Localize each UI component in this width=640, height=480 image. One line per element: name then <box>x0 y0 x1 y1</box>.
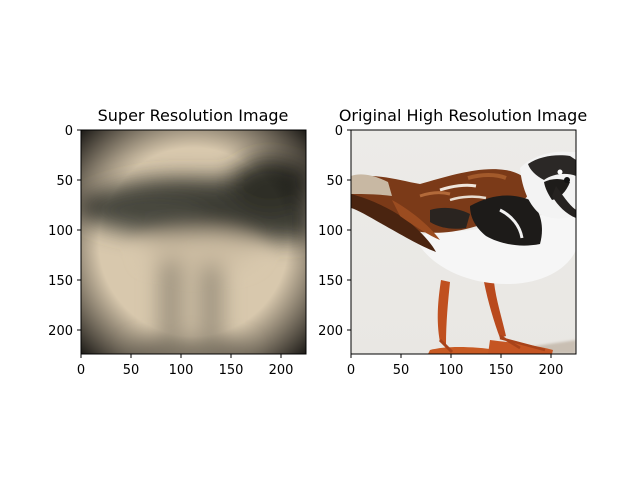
axes-frame <box>80 129 307 355</box>
x-tick-label: 0 <box>77 363 85 378</box>
x-axis: 0 50 100 150 200 <box>347 354 564 378</box>
y-axis: 0 50 100 150 200 <box>318 124 351 339</box>
x-tick-label: 0 <box>347 363 355 378</box>
y-tick-label: 150 <box>318 274 343 289</box>
y-tick-label: 200 <box>48 324 73 339</box>
x-tick-label: 150 <box>219 363 244 378</box>
panel-title: Super Resolution Image <box>98 106 289 125</box>
y-tick-label: 100 <box>48 224 73 239</box>
bird-breast <box>470 195 542 246</box>
x-tick-label: 150 <box>489 363 514 378</box>
original-image <box>351 130 576 354</box>
y-tick-label: 0 <box>335 124 343 139</box>
super-resolution-image <box>81 130 306 354</box>
x-tick-label: 200 <box>539 363 564 378</box>
y-tick-label: 150 <box>48 274 73 289</box>
y-tick-label: 100 <box>318 224 343 239</box>
x-tick-label: 200 <box>269 363 294 378</box>
panel-original-high-resolution: Original High Resolution Image <box>318 106 587 378</box>
x-tick-label: 100 <box>439 363 464 378</box>
panel-super-resolution: Super Resolution Image <box>48 106 307 378</box>
x-tick-label: 100 <box>169 363 194 378</box>
y-axis: 0 50 100 150 200 <box>48 124 81 339</box>
x-tick-label: 50 <box>123 363 140 378</box>
y-tick-label: 50 <box>326 174 343 189</box>
y-tick-label: 50 <box>56 174 73 189</box>
y-tick-label: 200 <box>318 324 343 339</box>
axes-frame <box>350 129 577 355</box>
panel-title: Original High Resolution Image <box>339 106 587 125</box>
y-tick-label: 0 <box>65 124 73 139</box>
x-tick-label: 50 <box>393 363 410 378</box>
x-axis: 0 50 100 150 200 <box>77 354 294 378</box>
bird-legs <box>428 280 553 354</box>
